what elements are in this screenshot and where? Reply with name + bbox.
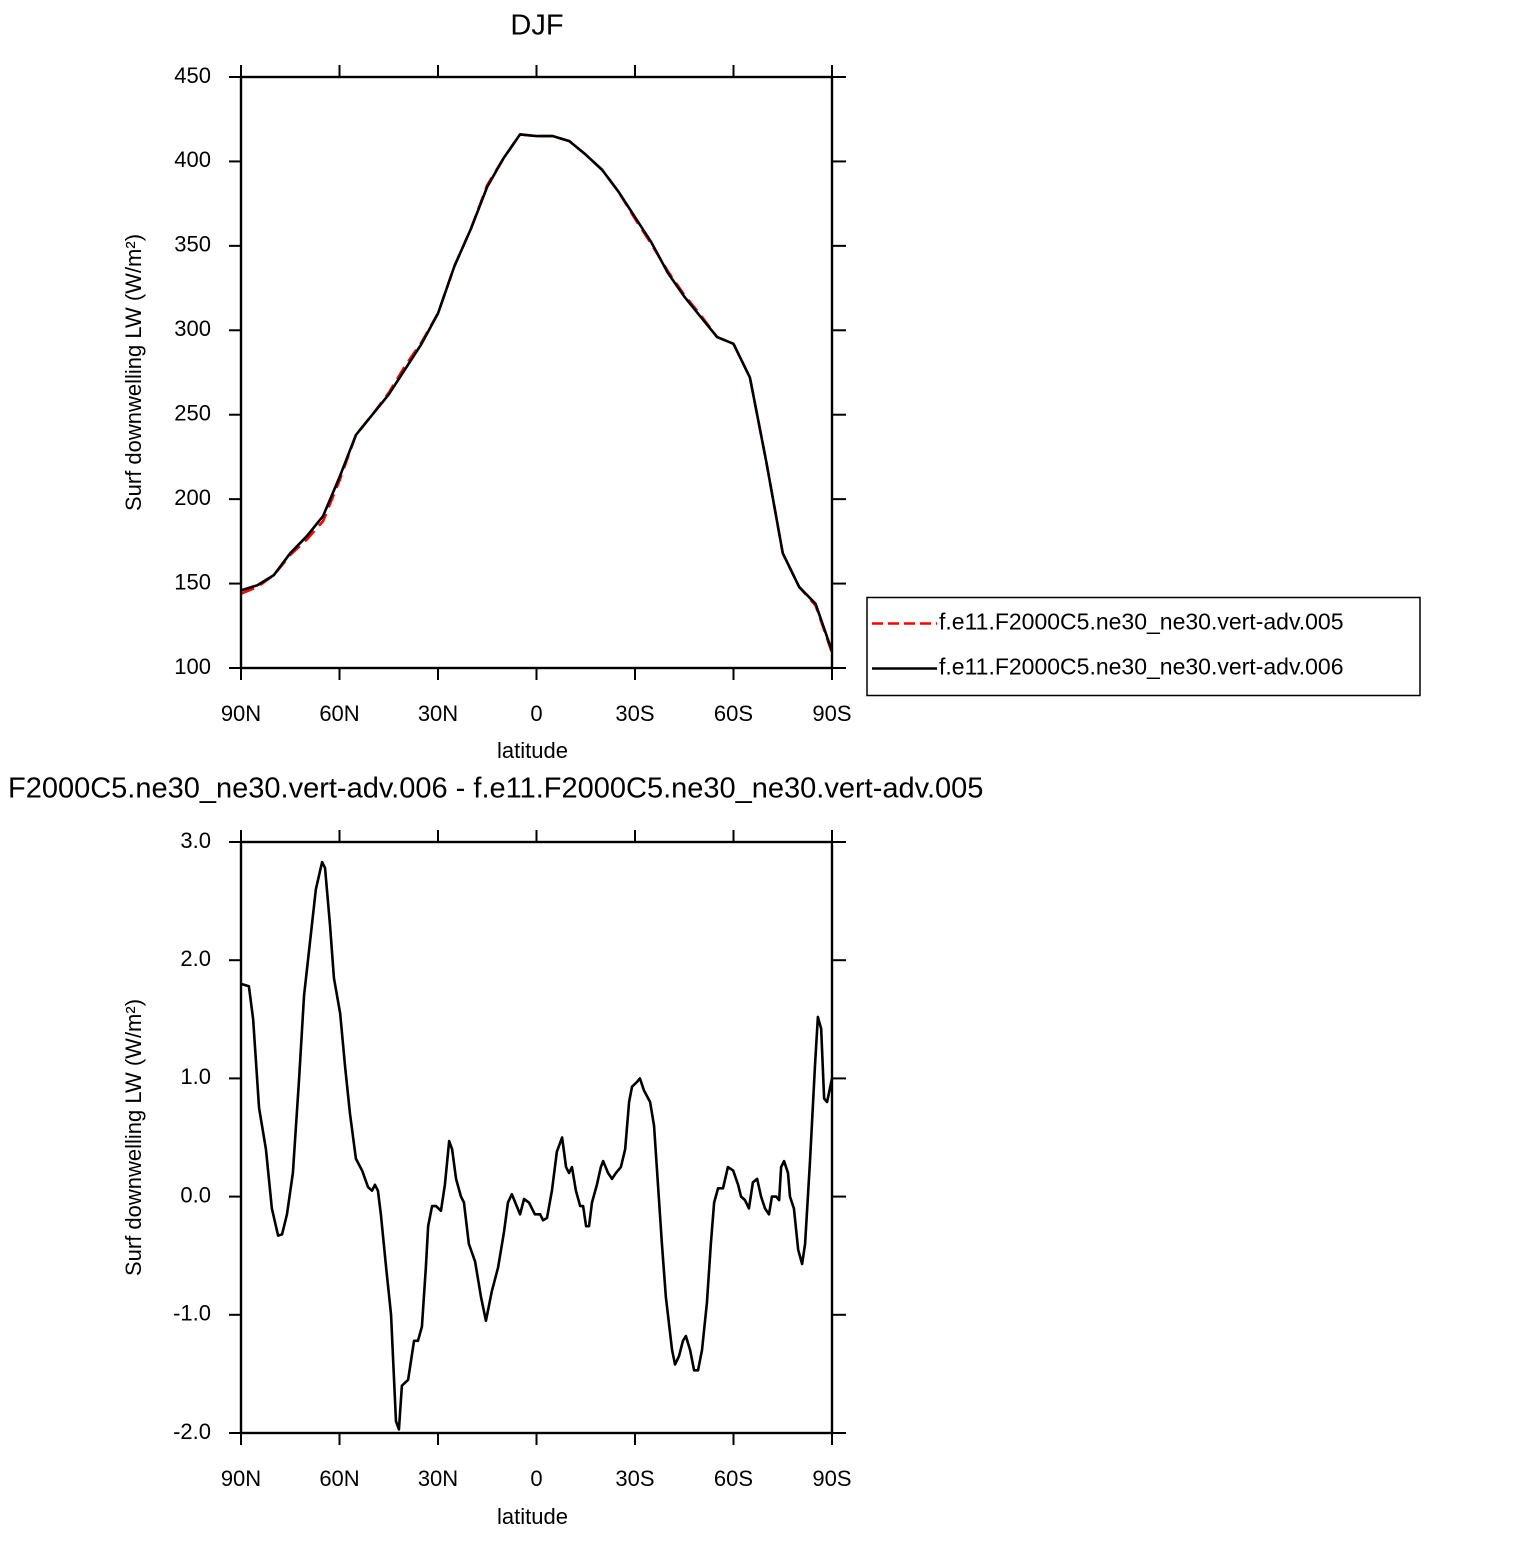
y-tick-label: 150: [174, 569, 211, 594]
data-line: [240, 133, 834, 654]
legend-box: [866, 596, 1421, 697]
legend-label: f.e11.F2000C5.ne30_ne30.vert-adv.006: [939, 654, 1344, 680]
y-tick-label: 200: [174, 485, 211, 510]
legend-label: f.e11.F2000C5.ne30_ne30.vert-adv.005: [939, 609, 1344, 635]
x-tick-label: 90N: [221, 1466, 261, 1491]
x-tick-label: 30S: [615, 1466, 654, 1491]
data-line: [240, 860, 834, 1431]
plot-frame: [239, 75, 834, 670]
y-tick-label: 250: [174, 401, 211, 426]
x-axis-label: latitude: [497, 738, 568, 763]
x-tick-label: 90S: [812, 1466, 851, 1491]
y-tick-label: 0.0: [180, 1182, 211, 1207]
x-tick-label: 30N: [418, 1466, 458, 1491]
x-axis-label: latitude: [497, 1504, 568, 1529]
y-tick-label: 400: [174, 147, 211, 172]
y-axis-label: Surf downwelling LW (W/m²): [121, 999, 146, 1276]
x-tick-label: 90N: [221, 701, 261, 726]
x-tick-label: 0: [530, 1466, 542, 1491]
y-tick-label: 450: [174, 63, 211, 88]
y-tick-label: 3.0: [180, 828, 211, 853]
x-tick-label: 60N: [319, 701, 359, 726]
x-tick-label: 60N: [319, 1466, 359, 1491]
x-tick-label: 0: [530, 701, 542, 726]
y-tick-label: 300: [174, 316, 211, 341]
plot-frame: [239, 840, 834, 1435]
y-tick-label: 350: [174, 232, 211, 257]
x-tick-label: 90S: [812, 701, 851, 726]
y-axis-label: Surf downwelling LW (W/m²): [121, 234, 146, 511]
x-tick-label: 30N: [418, 701, 458, 726]
x-tick-label: 60S: [714, 701, 753, 726]
data-line: [240, 133, 834, 652]
y-tick-label: -1.0: [173, 1301, 211, 1326]
chart-title: DJF: [510, 10, 563, 42]
y-tick-label: 100: [174, 654, 211, 679]
x-tick-label: 60S: [714, 1466, 753, 1491]
y-tick-label: -2.0: [173, 1419, 211, 1444]
chart-title: F2000C5.ne30_ne30.vert-adv.006 - f.e11.F…: [8, 773, 983, 805]
x-tick-label: 30S: [615, 701, 654, 726]
y-tick-label: 1.0: [180, 1064, 211, 1089]
y-tick-label: 2.0: [180, 946, 211, 971]
